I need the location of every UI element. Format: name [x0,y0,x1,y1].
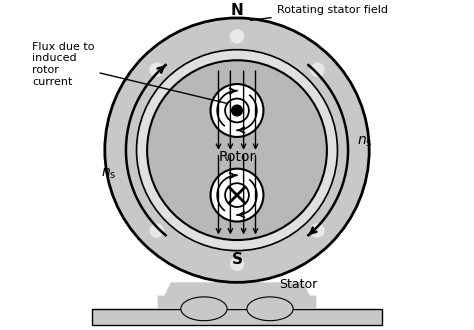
Text: Rotor: Rotor [219,150,255,164]
Ellipse shape [247,297,293,321]
FancyBboxPatch shape [91,309,383,325]
Circle shape [232,105,242,116]
Circle shape [310,62,325,77]
Circle shape [225,99,249,122]
FancyBboxPatch shape [158,296,316,309]
Circle shape [149,223,164,238]
Circle shape [210,169,264,221]
Text: Rotating stator field: Rotating stator field [250,5,388,20]
Circle shape [210,84,264,137]
Circle shape [230,256,244,271]
Text: Flux due to
induced
rotor
current: Flux due to induced rotor current [32,42,227,103]
Text: $n_{\rm s}$: $n_{\rm s}$ [101,167,117,181]
Text: $n_{\rm s}$: $n_{\rm s}$ [357,135,373,149]
Circle shape [149,62,164,77]
Circle shape [230,29,244,44]
Text: N: N [231,3,243,17]
Text: S: S [231,252,243,267]
Ellipse shape [181,297,227,321]
Circle shape [225,183,249,207]
Circle shape [147,60,327,240]
Polygon shape [158,282,316,309]
Circle shape [310,223,325,238]
Text: Stator: Stator [279,279,318,291]
Circle shape [137,50,337,250]
Circle shape [105,18,369,282]
